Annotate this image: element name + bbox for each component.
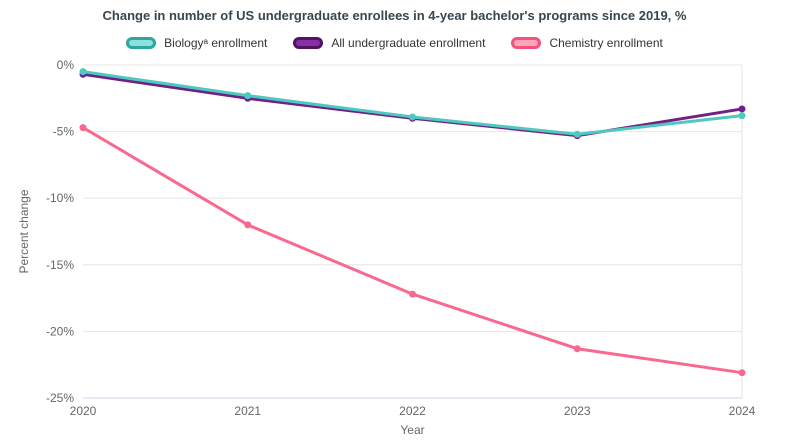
y-tick-label: 0% bbox=[57, 58, 75, 72]
data-point-marker[interactable] bbox=[573, 130, 581, 138]
x-tick-label: 2021 bbox=[234, 404, 261, 418]
y-tick-label: -10% bbox=[46, 191, 74, 205]
legend-label-all-undergraduate: All undergraduate enrollment bbox=[331, 36, 486, 50]
chart-legend: Biologyᵃ enrollment All undergraduate en… bbox=[0, 36, 789, 50]
x-tick-label: 2020 bbox=[70, 404, 97, 418]
data-point-marker[interactable] bbox=[409, 290, 416, 298]
legend-swatch-biology bbox=[126, 37, 157, 49]
data-point-marker[interactable] bbox=[738, 105, 746, 113]
data-point-marker[interactable] bbox=[244, 92, 252, 100]
data-point-marker[interactable] bbox=[409, 113, 416, 121]
y-tick-label: -25% bbox=[46, 391, 74, 405]
y-tick-label: -20% bbox=[46, 324, 74, 338]
legend-label-chemistry: Chemistry enrollment bbox=[549, 36, 663, 50]
chart-title: Change in number of US undergraduate enr… bbox=[102, 8, 687, 23]
y-axis-title: Percent change bbox=[17, 189, 31, 273]
x-tick-label: 2022 bbox=[399, 404, 426, 418]
legend-item-biology[interactable]: Biologyᵃ enrollment bbox=[126, 36, 267, 50]
legend-label-biology: Biologyᵃ enrollment bbox=[164, 36, 268, 50]
data-point-marker[interactable] bbox=[573, 345, 581, 353]
series-line-2 bbox=[81, 126, 744, 375]
data-point-marker[interactable] bbox=[79, 124, 87, 132]
legend-item-chemistry[interactable]: Chemistry enrollment bbox=[511, 36, 663, 50]
y-tick-label: -5% bbox=[53, 125, 75, 139]
x-axis-title: Year bbox=[400, 423, 424, 437]
data-point-marker[interactable] bbox=[244, 221, 252, 229]
x-tick-label: 2024 bbox=[729, 404, 756, 418]
data-point-marker[interactable] bbox=[738, 369, 746, 377]
data-point-marker[interactable] bbox=[738, 112, 746, 120]
legend-swatch-chemistry bbox=[511, 37, 542, 49]
data-point-marker[interactable] bbox=[79, 68, 87, 76]
legend-item-all-undergraduate[interactable]: All undergraduate enrollment bbox=[293, 36, 485, 50]
legend-swatch-all-undergraduate bbox=[293, 37, 324, 49]
y-tick-label: -15% bbox=[46, 258, 74, 272]
x-tick-label: 2023 bbox=[564, 404, 591, 418]
